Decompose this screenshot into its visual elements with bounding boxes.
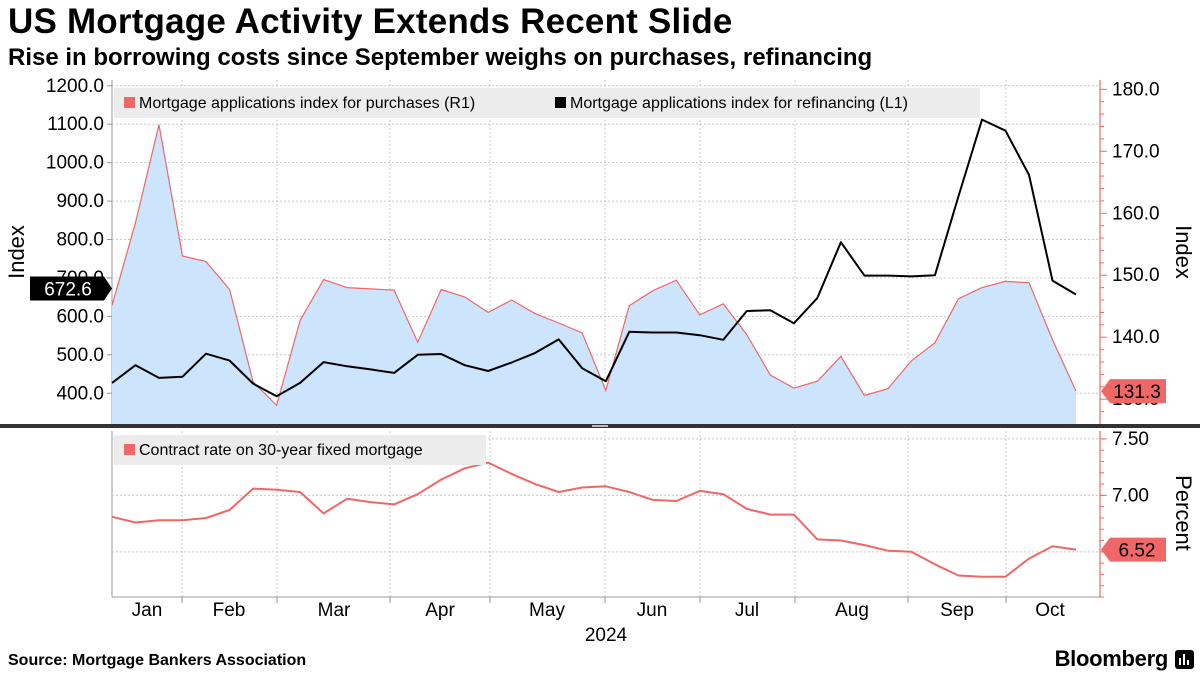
source-note: Source: Mortgage Bankers Association xyxy=(8,652,307,669)
x-axis-month-label: Jan xyxy=(132,600,163,621)
contract-rate-series-line xyxy=(111,461,1077,578)
percent-axis-title: Percent xyxy=(1171,475,1196,551)
right-axis-tick-label: 140.0 xyxy=(1112,327,1160,348)
left-axis-tick-label: 900.0 xyxy=(56,191,104,212)
purchases-last-value-tag xyxy=(1101,379,1166,404)
legend-label-purchases: Mortgage applications index for purchase… xyxy=(139,95,475,112)
left-axis-tick-label: 600.0 xyxy=(56,306,104,327)
x-axis-month-label: Sep xyxy=(940,600,974,621)
chart-title: US Mortgage Activity Extends Recent Slid… xyxy=(8,2,733,41)
top-legend-box xyxy=(114,88,980,118)
right-axis-title: Index xyxy=(1171,225,1196,279)
chart-subtitle: Rise in borrowing costs since September … xyxy=(8,44,873,71)
x-axis-month-label: Oct xyxy=(1035,600,1065,621)
bloomberg-terminal-icon xyxy=(1175,650,1194,669)
right-axis-tick-label: 160.0 xyxy=(1112,203,1160,224)
x-axis-month-label: Jun xyxy=(637,600,668,621)
right-axis-tick-label: 180.0 xyxy=(1112,79,1160,100)
purchases-area-layer xyxy=(111,124,1077,424)
x-axis-month-label: Feb xyxy=(213,600,246,621)
purchases-series-line xyxy=(111,124,1077,407)
legend-swatch-refinancing xyxy=(555,97,566,108)
top-panel-lines xyxy=(111,118,1077,398)
bottom-right-axis: Percent 7.50 7.00 xyxy=(1099,429,1196,598)
x-axis-month-label: Jul xyxy=(735,600,759,621)
left-axis-tick-label: 1000.0 xyxy=(46,153,104,174)
x-axis-year-label: 2024 xyxy=(585,625,628,646)
refinancing-last-value-label: 672.6 xyxy=(44,279,92,300)
percent-axis-tick-label: 7.00 xyxy=(1112,485,1149,506)
bottom-last-value-labels: 6.52 xyxy=(1101,537,1166,562)
contract-rate-last-value-tag xyxy=(1101,537,1166,562)
bottom-panel-lines xyxy=(111,461,1077,578)
right-axis-tick-label: 150.0 xyxy=(1112,265,1160,286)
x-axis-month-label: May xyxy=(529,600,565,621)
legend-label-refinancing: Mortgage applications index for refinanc… xyxy=(570,95,908,112)
refinancing-last-value-tag xyxy=(30,276,112,301)
x-axis-month-label: Mar xyxy=(318,600,351,621)
right-axis-tick-label: 170.0 xyxy=(1112,141,1160,162)
purchases-area-fill xyxy=(112,124,1076,424)
legend-swatch-purchases xyxy=(124,97,135,108)
purchases-last-value-label: 131.3 xyxy=(1113,382,1161,403)
left-axis-tick-label: 400.0 xyxy=(56,383,104,404)
top-legend: Mortgage applications index for purchase… xyxy=(114,88,980,118)
top-last-value-labels: 672.6 131.3 xyxy=(30,276,1166,404)
x-axis-month-label: Apr xyxy=(425,600,455,621)
legend-label-contract-rate: Contract rate on 30-year fixed mortgage xyxy=(139,442,423,459)
x-axis: 2024 Jan Feb Mar Apr May Jun Jul Aug Sep Oct xyxy=(112,596,1100,646)
left-axis-title: Index xyxy=(4,225,29,279)
refinancing-series-line xyxy=(111,118,1077,398)
bloomberg-logo: Bloomberg xyxy=(1054,646,1169,671)
x-axis-month-label: Aug xyxy=(835,600,869,621)
left-axis-tick-label: 1100.0 xyxy=(47,114,104,135)
bottom-legend-box xyxy=(114,435,486,465)
contract-rate-last-value-label: 6.52 xyxy=(1119,541,1156,562)
panel-divider xyxy=(0,424,1200,428)
left-axis-tick-label: 500.0 xyxy=(56,345,104,366)
top-left-axis: Index 400.0500.0600.0700.0800.0900.01000… xyxy=(4,76,112,404)
left-axis-tick-label: 1200.0 xyxy=(46,76,104,97)
percent-axis-tick-label: 7.50 xyxy=(1112,429,1149,450)
legend-swatch-contract-rate xyxy=(124,444,135,455)
bottom-legend: Contract rate on 30-year fixed mortgage xyxy=(114,435,486,465)
left-axis-tick-label: 800.0 xyxy=(56,230,104,251)
